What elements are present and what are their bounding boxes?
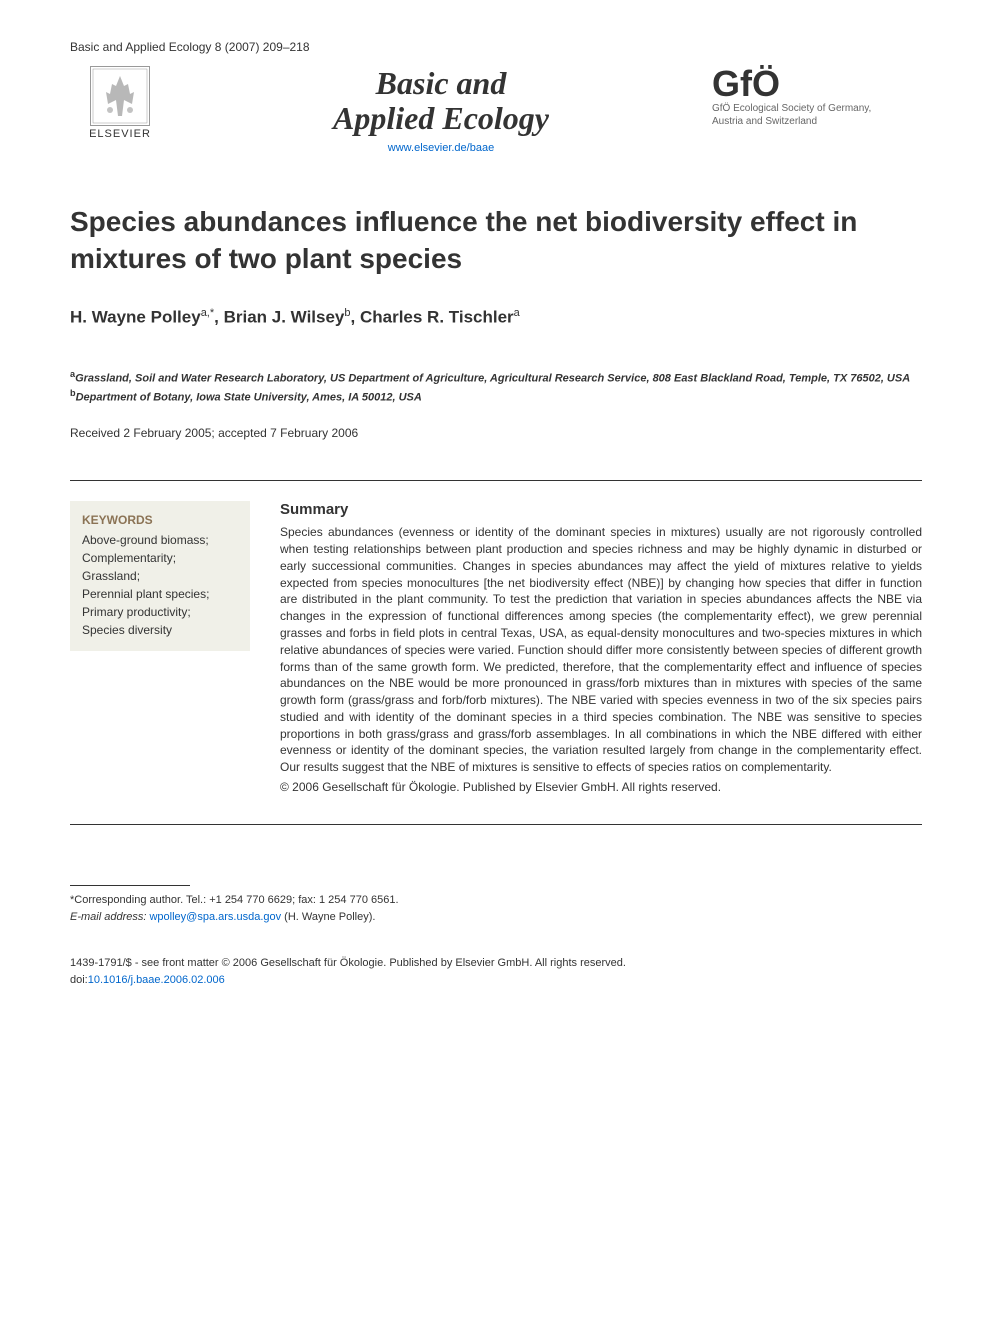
affiliation-a: Grassland, Soil and Water Research Labor… [75, 372, 910, 384]
email-author: (H. Wayne Polley). [284, 911, 375, 923]
journal-title-block: Basic and Applied Ecology www.elsevier.d… [170, 66, 712, 154]
corresponding-author-note: *Corresponding author. Tel.: +1 254 770 … [70, 892, 922, 909]
article-dates: Received 2 February 2005; accepted 7 Feb… [70, 426, 922, 440]
abstract-bottom-rule [70, 824, 922, 825]
affiliations: aGrassland, Soil and Water Research Labo… [70, 368, 922, 406]
header-row: ELSEVIER Basic and Applied Ecology www.e… [70, 66, 922, 154]
author-1: H. Wayne Polley [70, 308, 201, 327]
article-title: Species abundances influence the net bio… [70, 204, 922, 277]
publisher-block: ELSEVIER [70, 66, 170, 140]
affiliation-b: Department of Botany, Iowa State Univers… [76, 392, 422, 404]
issn-line: 1439-1791/$ - see front matter © 2006 Ge… [70, 955, 922, 972]
authors: H. Wayne Polleya,*, Brian J. Wilseyb, Ch… [70, 307, 922, 328]
summary-text: Species abundances (evenness or identity… [280, 524, 922, 776]
footer-info: 1439-1791/$ - see front matter © 2006 Ge… [70, 955, 922, 988]
abstract-section: KEYWORDS Above-ground biomass; Complemen… [70, 480, 922, 794]
elsevier-tree-icon [90, 66, 150, 126]
header-citation: Basic and Applied Ecology 8 (2007) 209–2… [70, 40, 922, 54]
society-line2: Austria and Switzerland [712, 115, 922, 128]
society-block: GfÖ GfÖ Ecological Society of Germany, A… [712, 66, 922, 128]
author-2: , Brian J. Wilsey [214, 308, 344, 327]
author-3: , Charles R. Tischler [351, 308, 514, 327]
journal-url[interactable]: www.elsevier.de/baae [170, 142, 712, 154]
keywords-heading: KEYWORDS [82, 513, 238, 527]
email-link[interactable]: wpolley@spa.ars.usda.gov [149, 911, 281, 923]
keywords-list: Above-ground biomass; Complementarity; G… [82, 531, 238, 639]
author-1-sup: a,* [201, 307, 214, 319]
footnotes: *Corresponding author. Tel.: +1 254 770 … [70, 892, 922, 925]
author-3-sup: a [514, 307, 520, 319]
doi-link[interactable]: 10.1016/j.baae.2006.02.006 [88, 974, 225, 986]
journal-title-line2: Applied Ecology [170, 101, 712, 136]
publisher-label: ELSEVIER [89, 128, 151, 140]
footnote-rule [70, 885, 190, 886]
society-logo: GfÖ [712, 66, 922, 102]
email-label: E-mail address: [70, 911, 146, 923]
summary-heading: Summary [280, 501, 922, 518]
keywords-box: KEYWORDS Above-ground biomass; Complemen… [70, 501, 250, 651]
summary-copyright: © 2006 Gesellschaft für Ökologie. Publis… [280, 780, 922, 794]
society-line1: GfÖ Ecological Society of Germany, [712, 102, 922, 115]
summary-block: Summary Species abundances (evenness or … [280, 501, 922, 794]
doi-prefix: doi: [70, 974, 88, 986]
journal-title-line1: Basic and [170, 66, 712, 101]
